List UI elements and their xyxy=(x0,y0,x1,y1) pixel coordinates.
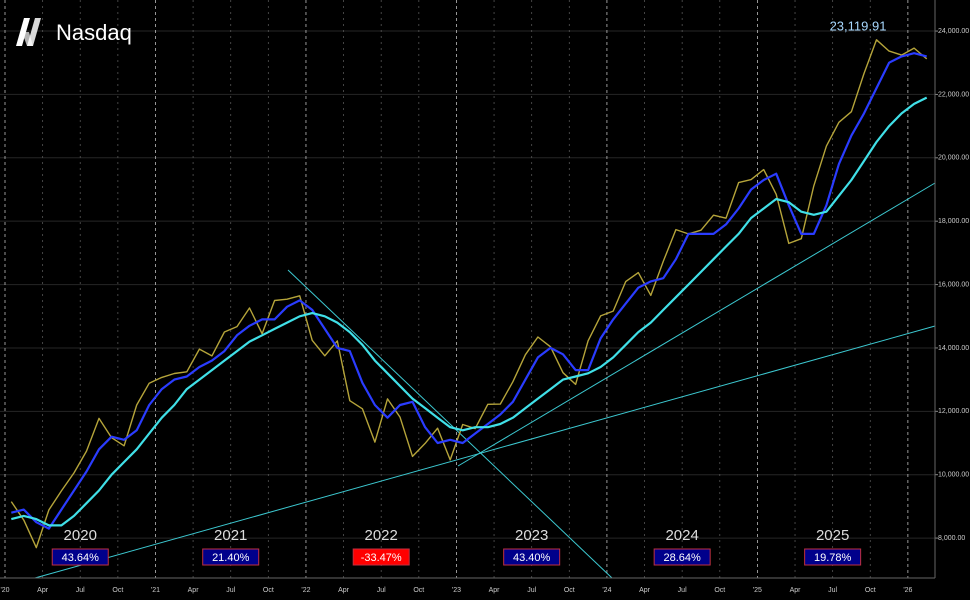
y-tick-label: 16,000.00 xyxy=(938,281,969,288)
y-tick-label: 14,000.00 xyxy=(938,345,969,352)
return-box xyxy=(503,548,561,566)
moving-average xyxy=(11,96,928,527)
logo: Nasdaq xyxy=(16,18,132,46)
x-tick-label: Oct xyxy=(714,587,725,594)
series xyxy=(10,39,928,549)
return-box xyxy=(804,548,862,566)
x-tick-label: Apr xyxy=(37,587,49,594)
year-label: 2023 xyxy=(515,527,548,544)
year-label: 2024 xyxy=(665,527,698,544)
year-label: 2021 xyxy=(214,527,247,544)
x-tick-label: '21 xyxy=(151,587,160,594)
x-tick-label: Jul xyxy=(226,587,235,594)
y-tick-label: 10,000.00 xyxy=(938,472,969,479)
y-tick-label: 18,000.00 xyxy=(938,218,969,225)
trendline xyxy=(287,269,613,579)
return-label: 28.64% xyxy=(664,552,702,564)
x-tick-label: '24 xyxy=(602,587,611,594)
price-line xyxy=(10,39,928,549)
x-tick-label: Apr xyxy=(489,587,501,594)
return-label: 21.40% xyxy=(212,552,250,564)
labels: 8,000.00 10,000.00 12,000.00 14,000.00 16,00… xyxy=(0,28,969,594)
return-label: 43.64% xyxy=(62,552,100,564)
grid xyxy=(0,0,938,578)
x-tick-label: Oct xyxy=(413,587,424,594)
x-tick-label: Oct xyxy=(564,587,575,594)
return-label: -33.47% xyxy=(361,552,402,564)
x-tick-label: Jul xyxy=(377,587,386,594)
x-tick-label: Apr xyxy=(188,587,200,594)
trendline xyxy=(34,325,936,579)
logo-icon xyxy=(22,32,33,46)
y-tick-label: 12,000.00 xyxy=(938,408,969,415)
y-tick-label: 8,000.00 xyxy=(938,535,965,542)
return-label: 19.78% xyxy=(814,552,852,564)
y-tick-label: 24,000.00 xyxy=(938,28,969,35)
year-label: 2025 xyxy=(816,527,849,544)
year-label: 2022 xyxy=(365,527,398,544)
chart-title: Nasdaq xyxy=(56,20,132,45)
return-box xyxy=(51,548,109,566)
x-tick-label: Apr xyxy=(639,587,651,594)
y-tick-label: 22,000.00 xyxy=(938,91,969,98)
x-tick-label: Oct xyxy=(112,587,123,594)
trendline xyxy=(457,182,936,467)
x-tick-label: Apr xyxy=(790,587,802,594)
x-tick-label: '25 xyxy=(753,587,762,594)
x-tick-label: '22 xyxy=(301,587,310,594)
y-tick-label: 20,000.00 xyxy=(938,155,969,162)
x-tick-label: Jul xyxy=(678,587,687,594)
x-tick-label: Apr xyxy=(338,587,350,594)
x-tick-label: Jul xyxy=(76,587,85,594)
x-tick-label: Jul xyxy=(828,587,837,594)
year-label: 2020 xyxy=(64,527,97,544)
return-box xyxy=(352,548,410,566)
x-tick-label: Jul xyxy=(527,587,536,594)
moving-average xyxy=(11,52,927,530)
x-tick-label: '26 xyxy=(903,587,912,594)
return-box xyxy=(653,548,711,566)
trendlines xyxy=(34,182,936,579)
x-tick-label: Oct xyxy=(865,587,876,594)
x-tick-label: Oct xyxy=(263,587,274,594)
return-box xyxy=(202,548,260,566)
last-price-label: 23,119.91 xyxy=(830,18,887,33)
x-tick-label: '20 xyxy=(0,587,9,594)
return-label: 43.40% xyxy=(513,552,551,564)
x-tick-label: '23 xyxy=(452,587,461,594)
